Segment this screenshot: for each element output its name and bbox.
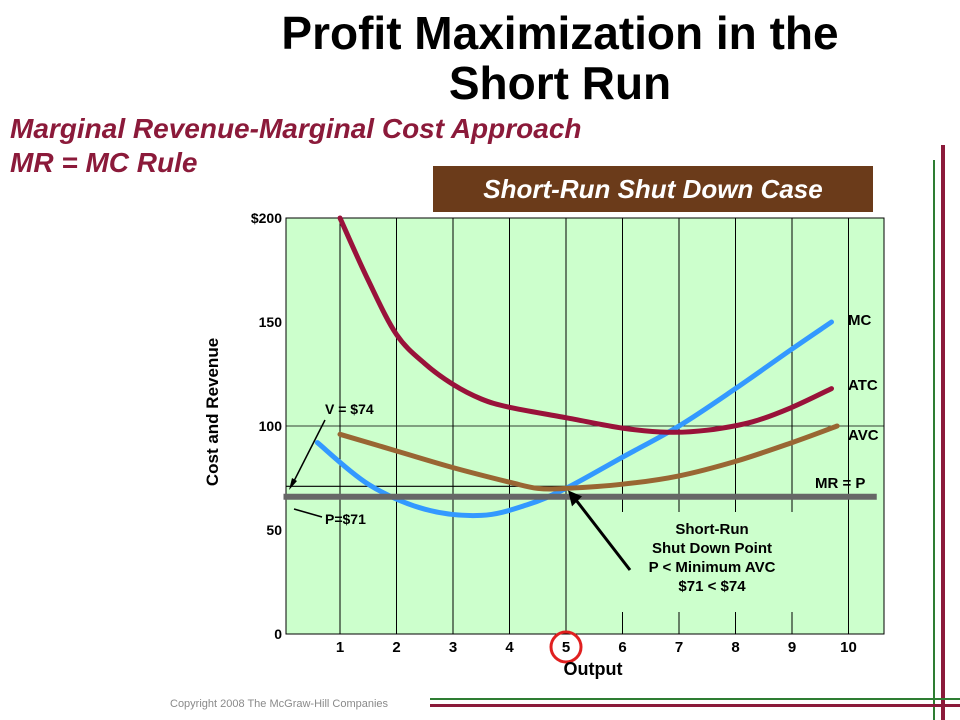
- x-tick-label-6: 6: [618, 639, 626, 656]
- series-label-mc: MC: [848, 312, 871, 329]
- x-tick-label-8: 8: [731, 639, 739, 656]
- x-tick-label-7: 7: [675, 639, 683, 656]
- slide-title-line2: Short Run: [448, 57, 672, 109]
- shutdown-note-line-1: Short-Run: [675, 521, 748, 538]
- shutdown-note-line-2: Shut Down Point: [652, 540, 772, 557]
- annotation-v-label: V = $74: [325, 401, 374, 417]
- y-tick-label-0: 0: [274, 626, 282, 642]
- x-tick-label-1: 1: [336, 639, 344, 656]
- annotation-p-label: P=$71: [325, 511, 366, 527]
- x-tick-label-3: 3: [449, 639, 457, 656]
- x-tick-label-9: 9: [788, 639, 796, 656]
- decorative-line-right-green: [933, 160, 935, 720]
- shutdown-note-background: [612, 512, 812, 612]
- annotation-p-pointer: [293, 508, 323, 518]
- slide-subtitle: Marginal Revenue-Marginal Cost Approach …: [10, 112, 582, 180]
- y-tick-label-100: 100: [259, 418, 283, 434]
- shutdown-arrowhead: [568, 490, 582, 507]
- annotation-v-pointer: [292, 419, 326, 484]
- slide-title: Profit Maximization in the Short Run: [180, 8, 940, 108]
- y-tick-label-200: $200: [251, 210, 282, 226]
- series-label-avc: AVC: [848, 427, 879, 444]
- highlight-circle: [549, 630, 583, 664]
- x-axis-label: Output: [564, 659, 623, 679]
- x-tick-label-4: 4: [505, 639, 514, 656]
- x-tick-label-5: 5: [562, 639, 570, 656]
- subtitle-line2: MR = MC Rule: [10, 147, 198, 178]
- subtitle-line1: Marginal Revenue-Marginal Cost Approach: [10, 113, 582, 144]
- annotation-v-arrowhead: [289, 478, 297, 490]
- avc-curve: [337, 423, 840, 492]
- x-tick-label-10: 10: [840, 639, 857, 656]
- shutdown-arrow-line: [572, 496, 632, 571]
- shutdown-note-line-3: P < Minimum AVC: [649, 559, 776, 576]
- case-label: Short-Run Shut Down Case: [483, 173, 823, 204]
- y-tick-label-50: 50: [266, 522, 282, 538]
- decorative-line-bottom-maroon: [430, 704, 960, 707]
- decorative-line-bottom-green: [430, 698, 960, 700]
- atc-curve: [337, 215, 834, 435]
- series-label-atc: ATC: [848, 377, 878, 394]
- y-axis-label: Cost and Revenue: [203, 338, 222, 486]
- copyright-text: Copyright 2008 The McGraw-Hill Companies: [170, 698, 389, 710]
- y-tick-label-150: 150: [259, 314, 283, 330]
- case-label-box: Short-Run Shut Down Case: [433, 166, 873, 212]
- decorative-line-right-maroon: [941, 145, 945, 720]
- slide-title-line1: Profit Maximization in the: [281, 7, 839, 59]
- x-tick-label-2: 2: [392, 639, 400, 656]
- shutdown-note-line-4: $71 < $74: [678, 578, 746, 595]
- series-label-mr-p: MR = P: [815, 475, 865, 492]
